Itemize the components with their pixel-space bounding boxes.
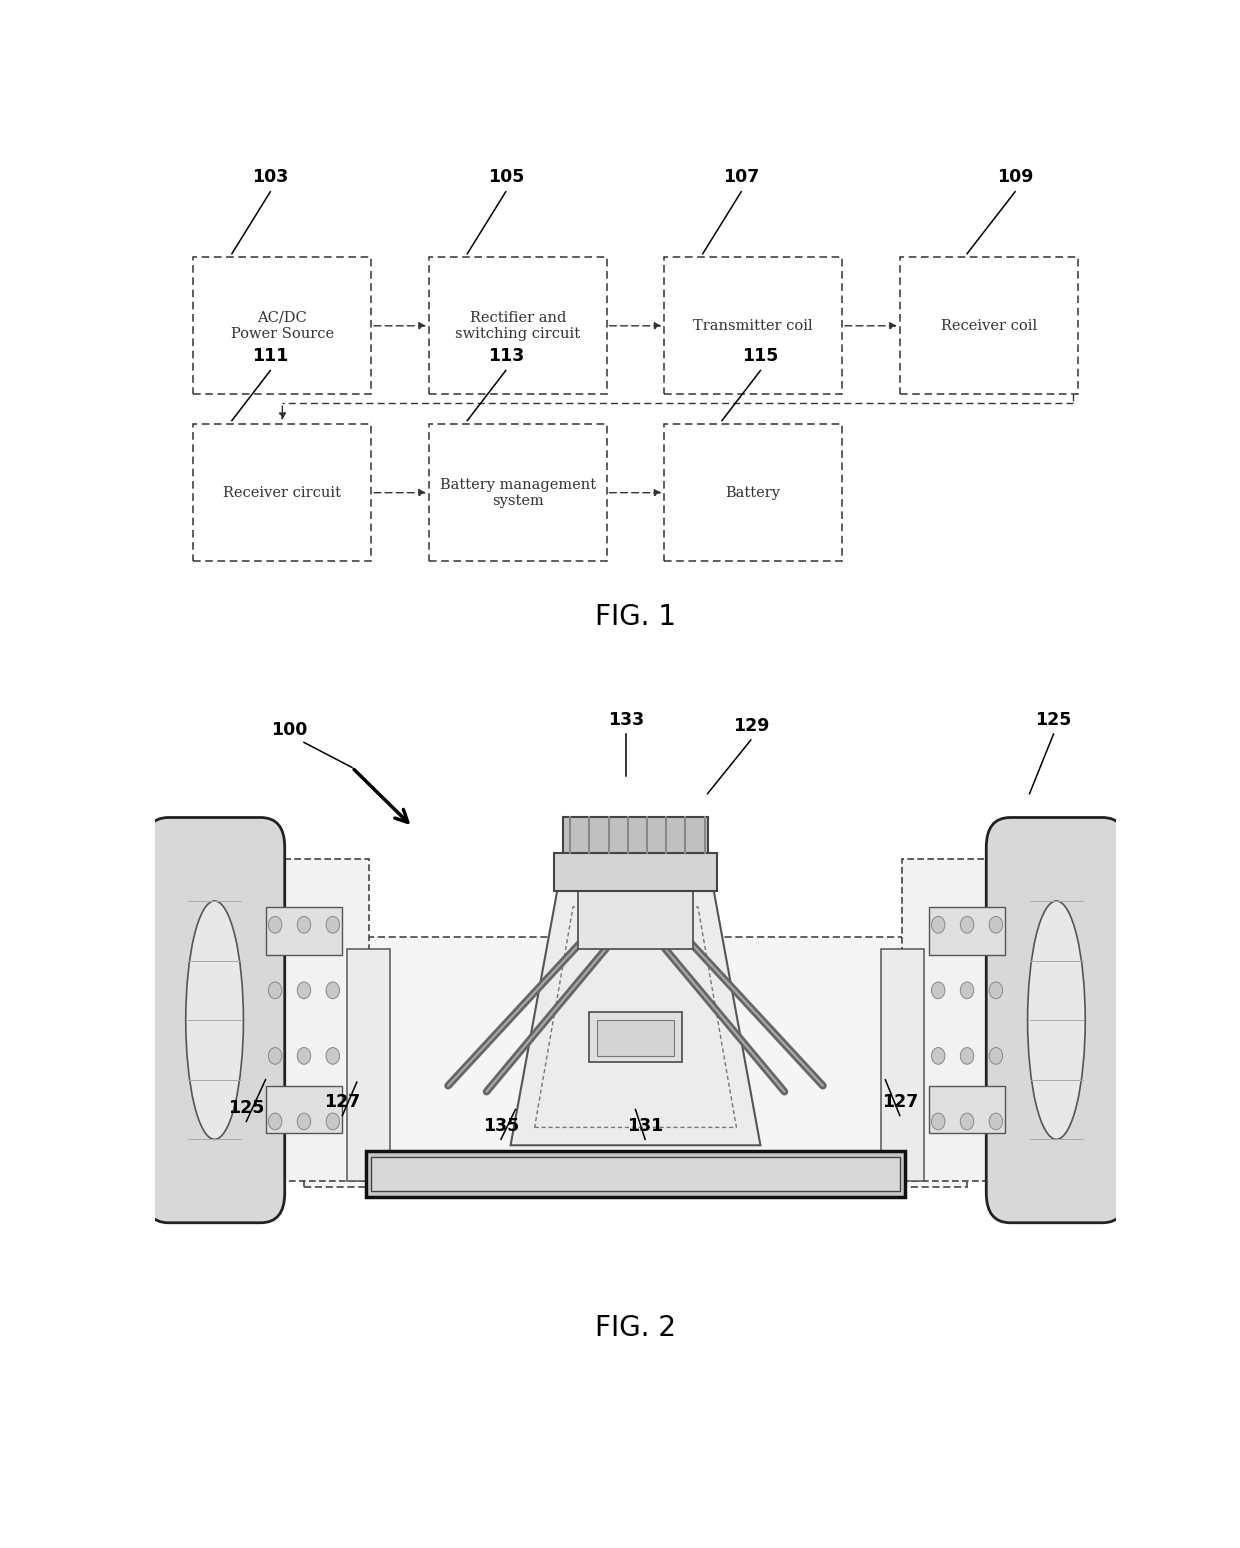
Text: 125: 125 xyxy=(1035,711,1071,729)
Text: AC/DC
Power Source: AC/DC Power Source xyxy=(231,311,334,341)
FancyBboxPatch shape xyxy=(929,1085,1006,1133)
Text: 131: 131 xyxy=(627,1116,663,1135)
FancyBboxPatch shape xyxy=(880,949,924,1181)
Circle shape xyxy=(990,916,1003,933)
Text: 129: 129 xyxy=(733,717,769,735)
FancyBboxPatch shape xyxy=(429,257,606,395)
FancyBboxPatch shape xyxy=(144,817,285,1223)
FancyBboxPatch shape xyxy=(193,424,371,562)
Circle shape xyxy=(268,916,281,933)
FancyBboxPatch shape xyxy=(265,907,342,955)
Circle shape xyxy=(326,1048,340,1063)
Text: 113: 113 xyxy=(487,347,523,364)
Circle shape xyxy=(298,1113,311,1130)
Circle shape xyxy=(960,916,973,933)
FancyBboxPatch shape xyxy=(367,1152,905,1197)
FancyBboxPatch shape xyxy=(265,1085,342,1133)
Text: 127: 127 xyxy=(882,1093,918,1111)
Polygon shape xyxy=(511,882,760,1146)
Text: 105: 105 xyxy=(487,167,525,186)
Text: 125: 125 xyxy=(228,1099,264,1116)
FancyBboxPatch shape xyxy=(238,949,263,1091)
Circle shape xyxy=(960,1113,973,1130)
FancyBboxPatch shape xyxy=(371,1158,900,1190)
Text: 100: 100 xyxy=(272,721,308,738)
Text: Battery: Battery xyxy=(725,486,781,500)
Circle shape xyxy=(990,981,1003,998)
FancyBboxPatch shape xyxy=(193,257,371,395)
Circle shape xyxy=(326,981,340,998)
Ellipse shape xyxy=(1028,901,1085,1139)
FancyBboxPatch shape xyxy=(665,257,842,395)
FancyBboxPatch shape xyxy=(563,817,708,853)
Circle shape xyxy=(298,916,311,933)
FancyBboxPatch shape xyxy=(304,937,967,1187)
Circle shape xyxy=(931,1113,945,1130)
Text: Receiver circuit: Receiver circuit xyxy=(223,486,341,500)
Circle shape xyxy=(960,1048,973,1063)
FancyBboxPatch shape xyxy=(986,817,1127,1223)
FancyBboxPatch shape xyxy=(347,949,391,1181)
FancyBboxPatch shape xyxy=(1008,949,1033,1091)
Text: Receiver coil: Receiver coil xyxy=(941,319,1037,333)
Circle shape xyxy=(931,1048,945,1063)
Text: 135: 135 xyxy=(482,1116,520,1135)
FancyBboxPatch shape xyxy=(596,1020,675,1056)
Text: 127: 127 xyxy=(325,1093,361,1111)
FancyBboxPatch shape xyxy=(665,424,842,562)
FancyBboxPatch shape xyxy=(238,859,370,1181)
Circle shape xyxy=(960,981,973,998)
Circle shape xyxy=(268,1048,281,1063)
Text: Battery management
system: Battery management system xyxy=(440,478,596,508)
Text: Transmitter coil: Transmitter coil xyxy=(693,319,813,333)
FancyBboxPatch shape xyxy=(929,907,1006,955)
Circle shape xyxy=(931,981,945,998)
FancyBboxPatch shape xyxy=(429,424,606,562)
Text: 109: 109 xyxy=(997,167,1033,186)
Circle shape xyxy=(298,1048,311,1063)
Text: Rectifier and
switching circuit: Rectifier and switching circuit xyxy=(455,311,580,341)
FancyBboxPatch shape xyxy=(578,892,693,949)
Circle shape xyxy=(298,981,311,998)
Text: FIG. 2: FIG. 2 xyxy=(595,1314,676,1342)
Text: 115: 115 xyxy=(743,347,779,364)
Text: 107: 107 xyxy=(723,167,759,186)
Circle shape xyxy=(326,916,340,933)
Circle shape xyxy=(268,981,281,998)
Ellipse shape xyxy=(186,901,243,1139)
Circle shape xyxy=(990,1048,1003,1063)
Text: 103: 103 xyxy=(252,167,289,186)
Circle shape xyxy=(990,1113,1003,1130)
Circle shape xyxy=(326,1113,340,1130)
Text: 133: 133 xyxy=(608,711,644,729)
Circle shape xyxy=(268,1113,281,1130)
Circle shape xyxy=(931,916,945,933)
Text: FIG. 1: FIG. 1 xyxy=(595,604,676,632)
FancyBboxPatch shape xyxy=(900,257,1078,395)
FancyBboxPatch shape xyxy=(589,1012,682,1062)
Text: 111: 111 xyxy=(252,347,289,364)
FancyBboxPatch shape xyxy=(901,859,1033,1181)
FancyBboxPatch shape xyxy=(554,853,717,892)
